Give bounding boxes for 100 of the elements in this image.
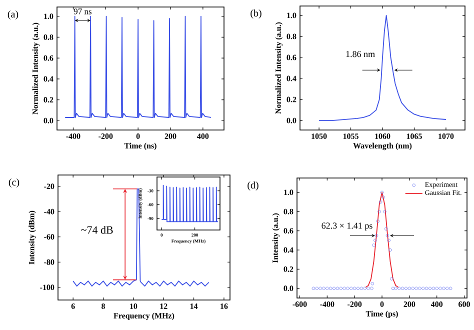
y-tick-label: 1.0	[287, 12, 296, 18]
point	[418, 286, 422, 290]
x-tick-label: 200	[404, 302, 416, 307]
point	[448, 286, 452, 290]
x-tick-label: 10	[130, 304, 138, 309]
y-tick-label: 0.4	[44, 76, 54, 82]
point	[383, 210, 386, 214]
point	[370, 282, 374, 286]
x-tick-label: 1055	[343, 134, 358, 139]
point	[404, 286, 408, 290]
point	[322, 286, 326, 290]
point	[352, 286, 356, 290]
x-tick-label: 8	[102, 304, 105, 309]
point	[356, 286, 360, 290]
line-series	[72, 188, 210, 287]
x-tick-label: -200	[348, 302, 362, 307]
annotation: 62.3 × 1.41 ps	[322, 222, 372, 231]
x-axis-title: Wavelength (nm)	[353, 142, 412, 150]
point	[370, 286, 374, 290]
point	[384, 227, 388, 230]
point	[374, 234, 378, 238]
chart-title: (d)	[248, 181, 258, 191]
point	[390, 277, 394, 280]
y-axis-title: Normalized Intensity (a.u.)	[32, 22, 40, 114]
chart-title: (c)	[8, 178, 20, 188]
x-tick-label: 1050	[312, 134, 327, 139]
x-tick-label: 1070	[438, 134, 454, 139]
x-axis-title: Time (ns)	[124, 142, 156, 150]
point	[438, 286, 442, 290]
x-tick-label: 14	[190, 304, 198, 309]
y-tick-label: -60	[44, 234, 54, 240]
y-tick-label: 0.8	[286, 34, 296, 40]
point	[428, 286, 432, 290]
point	[387, 238, 390, 242]
x-tick-label: -400	[320, 302, 334, 307]
y-tick-label: 0.0	[284, 286, 294, 292]
point	[332, 286, 336, 290]
point	[394, 286, 398, 290]
y-tick-label: 0.6	[286, 54, 296, 60]
y-tick-label: 1.0	[44, 14, 54, 20]
y-tick-label: -20	[44, 184, 54, 190]
y-axis-title: Normalized Intensity (a.u.)	[275, 22, 283, 114]
point	[379, 200, 382, 204]
x-tick-label: 1065	[406, 134, 422, 139]
point	[328, 286, 332, 290]
point	[446, 286, 449, 290]
y-axis-title: Intensity (dBm)	[28, 210, 36, 264]
x-tick-label: 200	[164, 134, 176, 139]
y-tick-label: 0.2	[284, 266, 294, 272]
y-tick-label: 0.0	[286, 118, 296, 124]
y-tick-label: -80	[44, 259, 54, 265]
point	[432, 286, 436, 290]
point	[374, 238, 377, 242]
x-tick-label: 6	[71, 304, 75, 309]
x-tick-label: 16	[220, 304, 228, 309]
annotation: ~74 dB	[81, 226, 113, 234]
chart-title: (b)	[250, 9, 262, 19]
point	[339, 286, 342, 290]
point	[400, 286, 404, 290]
x-tick-label: 12	[160, 304, 168, 309]
x-tick-label: 600	[458, 302, 470, 307]
y-tick-label: 1.0	[284, 190, 294, 196]
point	[408, 286, 412, 290]
x-tick-label: -200	[98, 134, 113, 139]
point	[414, 286, 418, 290]
point	[372, 244, 376, 247]
point	[386, 234, 390, 238]
y-tick-label: 0.6	[284, 228, 294, 234]
line-series	[161, 184, 218, 222]
x-axis-title: Time (ps)	[366, 310, 398, 318]
x-tick-label: 400	[197, 134, 209, 139]
y-tick-label: 0.2	[44, 97, 54, 102]
point	[422, 286, 425, 290]
chart-title: (a)	[8, 10, 18, 20]
point	[442, 286, 446, 290]
line-series	[365, 192, 399, 288]
y-tick-label: 0.0	[44, 118, 54, 124]
point	[435, 286, 438, 290]
point	[346, 286, 350, 290]
point	[318, 286, 322, 290]
y-tick-label: 0.4	[284, 247, 294, 253]
y-tick-label: 0.8	[44, 34, 54, 40]
point	[391, 286, 395, 290]
y-tick-label: 0.8	[284, 208, 294, 214]
x-tick-label: 400	[430, 302, 443, 307]
point	[336, 286, 340, 290]
point	[388, 248, 392, 252]
point	[411, 286, 414, 290]
x-tick-label: -400	[66, 134, 80, 139]
x-tick-label: 1060	[375, 134, 390, 139]
point	[315, 286, 318, 290]
x-axis-title: Frequency (MHz)	[114, 312, 174, 320]
x-tick-label: 0	[136, 134, 140, 139]
point	[382, 196, 385, 199]
y-axis-title: Intensity (a.u.)	[272, 213, 280, 263]
point	[342, 286, 346, 290]
point	[360, 286, 364, 290]
point	[398, 286, 401, 290]
annotation: 97 ns	[74, 8, 92, 14]
y-tick-label: 0.4	[286, 76, 296, 82]
